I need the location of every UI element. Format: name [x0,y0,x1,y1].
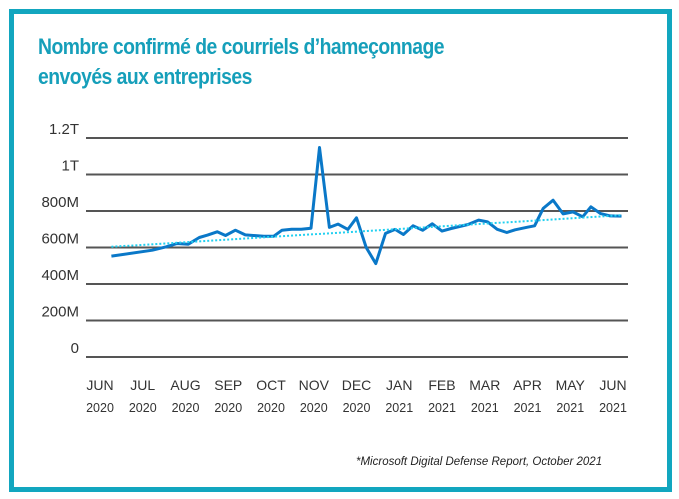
x-tick-year: 2021 [385,401,413,415]
x-tick-year: 2021 [599,401,627,415]
x-tick-month: OCT [256,377,286,393]
x-tick-year: 2020 [257,401,285,415]
y-tick-label: 1.2T [49,121,79,138]
x-tick-month: JUN [86,377,113,393]
x-tick-month: JUL [130,377,155,393]
x-tick-month: JUN [599,377,626,393]
x-tick-year: 2021 [514,401,542,415]
x-tick-month: APR [513,377,542,393]
chart-frame [9,9,672,492]
x-tick-year: 2020 [343,401,371,415]
phishing-email-series-line [111,146,622,266]
x-tick-month: NOV [299,377,330,393]
y-tick-label: 200M [41,304,79,321]
x-tick-year: 2020 [86,401,114,415]
x-tick-month: DEC [342,377,372,393]
x-tick-month: AUG [170,377,200,393]
x-tick-month: SEP [214,377,242,393]
y-tick-label: 0 [71,340,79,357]
x-tick-year: 2020 [214,401,242,415]
x-tick-month: MAY [556,377,586,393]
chart-title-line-1: Nombre confirmé de courriels d’hameçonna… [38,34,445,59]
x-tick-year: 2021 [556,401,584,415]
x-tick-year: 2020 [300,401,328,415]
y-tick-label: 600M [41,231,79,248]
x-tick-year: 2020 [129,401,157,415]
trend-line [111,214,622,248]
x-tick-month: MAR [469,377,500,393]
chart-title-line-2: envoyés aux entreprises [38,64,252,89]
chart-title: Nombre confirmé de courriels d’hameçonna… [38,32,566,92]
x-tick-month: JAN [386,377,412,393]
x-tick-year: 2021 [428,401,456,415]
y-tick-label: 1T [61,158,79,175]
y-tick-label: 400M [41,267,79,284]
x-tick-year: 2021 [471,401,499,415]
y-tick-label: 800M [41,194,79,211]
x-tick-year: 2020 [172,401,200,415]
x-tick-month: FEB [428,377,455,393]
source-note: *Microsoft Digital Defense Report, Octob… [356,456,603,468]
